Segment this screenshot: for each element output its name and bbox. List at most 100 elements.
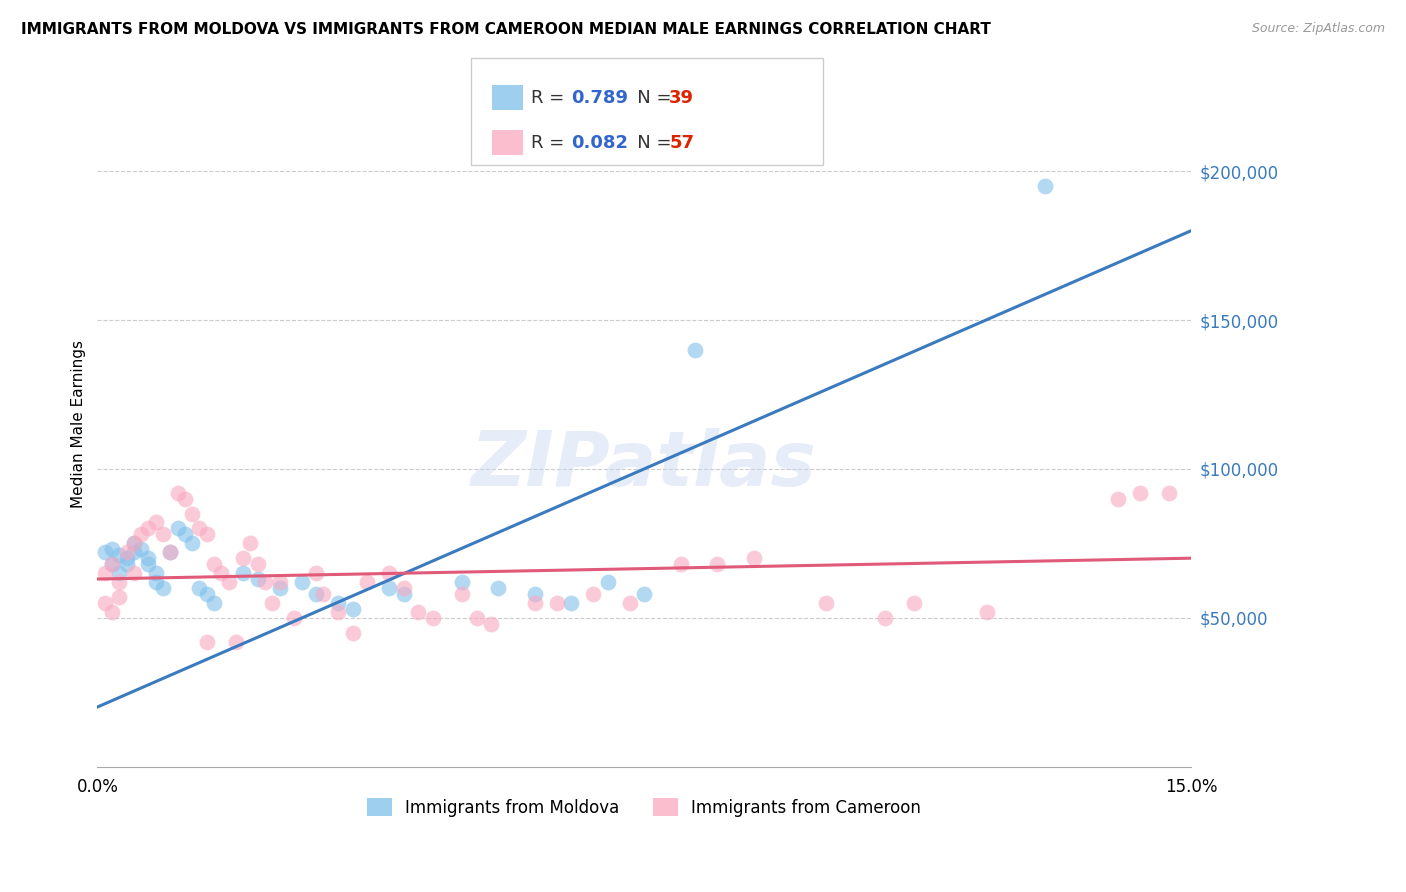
Point [560, 596, 582, 610]
Text: 39: 39 [669, 89, 695, 107]
Point [305, 566, 328, 580]
Point [108, 548, 131, 562]
Point [152, 527, 174, 541]
Point [633, 587, 655, 601]
Point [479, 616, 502, 631]
Text: N =: N = [620, 134, 678, 152]
Point [422, 611, 444, 625]
Point [122, 536, 145, 550]
Point [145, 574, 167, 589]
Point [181, 507, 204, 521]
Point [209, 566, 232, 580]
Point [188, 581, 211, 595]
Point [129, 542, 152, 557]
Point [486, 581, 509, 595]
Point [159, 545, 181, 559]
Point [138, 557, 160, 571]
Point [406, 605, 429, 619]
Point [706, 557, 728, 571]
Point [356, 574, 378, 589]
Point [669, 557, 692, 571]
Point [283, 611, 305, 625]
Text: 0.082: 0.082 [571, 134, 628, 152]
Point [195, 587, 218, 601]
Point [115, 551, 138, 566]
Point [115, 545, 138, 559]
Point [546, 596, 568, 610]
Point [108, 566, 131, 580]
Point [269, 574, 291, 589]
Point [188, 521, 211, 535]
Point [342, 625, 364, 640]
Point [254, 574, 277, 589]
Point [246, 557, 269, 571]
Point [976, 605, 998, 619]
Point [122, 566, 145, 580]
Point [202, 557, 225, 571]
Point [195, 527, 218, 541]
Point [269, 581, 291, 595]
Text: 0.789: 0.789 [571, 89, 628, 107]
Point [465, 611, 488, 625]
Point [166, 485, 188, 500]
Point [93, 545, 115, 559]
Point [1033, 179, 1056, 194]
Point [122, 536, 145, 550]
Point [173, 527, 195, 541]
Point [305, 587, 328, 601]
Point [195, 634, 218, 648]
Point [246, 572, 269, 586]
Text: Source: ZipAtlas.com: Source: ZipAtlas.com [1251, 22, 1385, 36]
Point [101, 542, 124, 557]
Point [451, 574, 474, 589]
Point [290, 574, 312, 589]
Point [1129, 485, 1152, 500]
Point [873, 611, 896, 625]
Point [582, 587, 605, 601]
Point [93, 596, 115, 610]
Point [173, 491, 195, 506]
Point [342, 602, 364, 616]
Point [378, 566, 401, 580]
Point [101, 557, 124, 571]
Point [115, 557, 138, 571]
Point [619, 596, 641, 610]
Point [523, 587, 546, 601]
Text: ZIPatlas: ZIPatlas [471, 428, 817, 502]
Point [596, 574, 619, 589]
Point [683, 343, 706, 357]
Point [138, 521, 160, 535]
Y-axis label: Median Male Earnings: Median Male Earnings [72, 340, 86, 508]
Point [326, 605, 349, 619]
Text: R =: R = [531, 89, 571, 107]
Point [225, 634, 247, 648]
Point [326, 596, 349, 610]
Point [181, 536, 204, 550]
Point [1159, 485, 1181, 500]
Point [239, 536, 262, 550]
Point [451, 587, 474, 601]
Text: 57: 57 [669, 134, 695, 152]
Point [392, 587, 415, 601]
Point [101, 605, 124, 619]
Point [378, 581, 401, 595]
Point [145, 516, 167, 530]
Point [166, 521, 188, 535]
Point [138, 551, 160, 566]
Point [232, 551, 254, 566]
Point [392, 581, 415, 595]
Point [93, 566, 115, 580]
Text: N =: N = [620, 89, 678, 107]
Point [262, 596, 284, 610]
Point [108, 590, 131, 604]
Point [129, 527, 152, 541]
Point [742, 551, 765, 566]
Point [312, 587, 335, 601]
Text: IMMIGRANTS FROM MOLDOVA VS IMMIGRANTS FROM CAMEROON MEDIAN MALE EARNINGS CORRELA: IMMIGRANTS FROM MOLDOVA VS IMMIGRANTS FR… [21, 22, 991, 37]
Point [101, 557, 124, 571]
Point [218, 574, 240, 589]
Point [159, 545, 181, 559]
Point [145, 566, 167, 580]
Legend: Immigrants from Moldova, Immigrants from Cameroon: Immigrants from Moldova, Immigrants from… [360, 792, 928, 823]
Point [1107, 491, 1129, 506]
